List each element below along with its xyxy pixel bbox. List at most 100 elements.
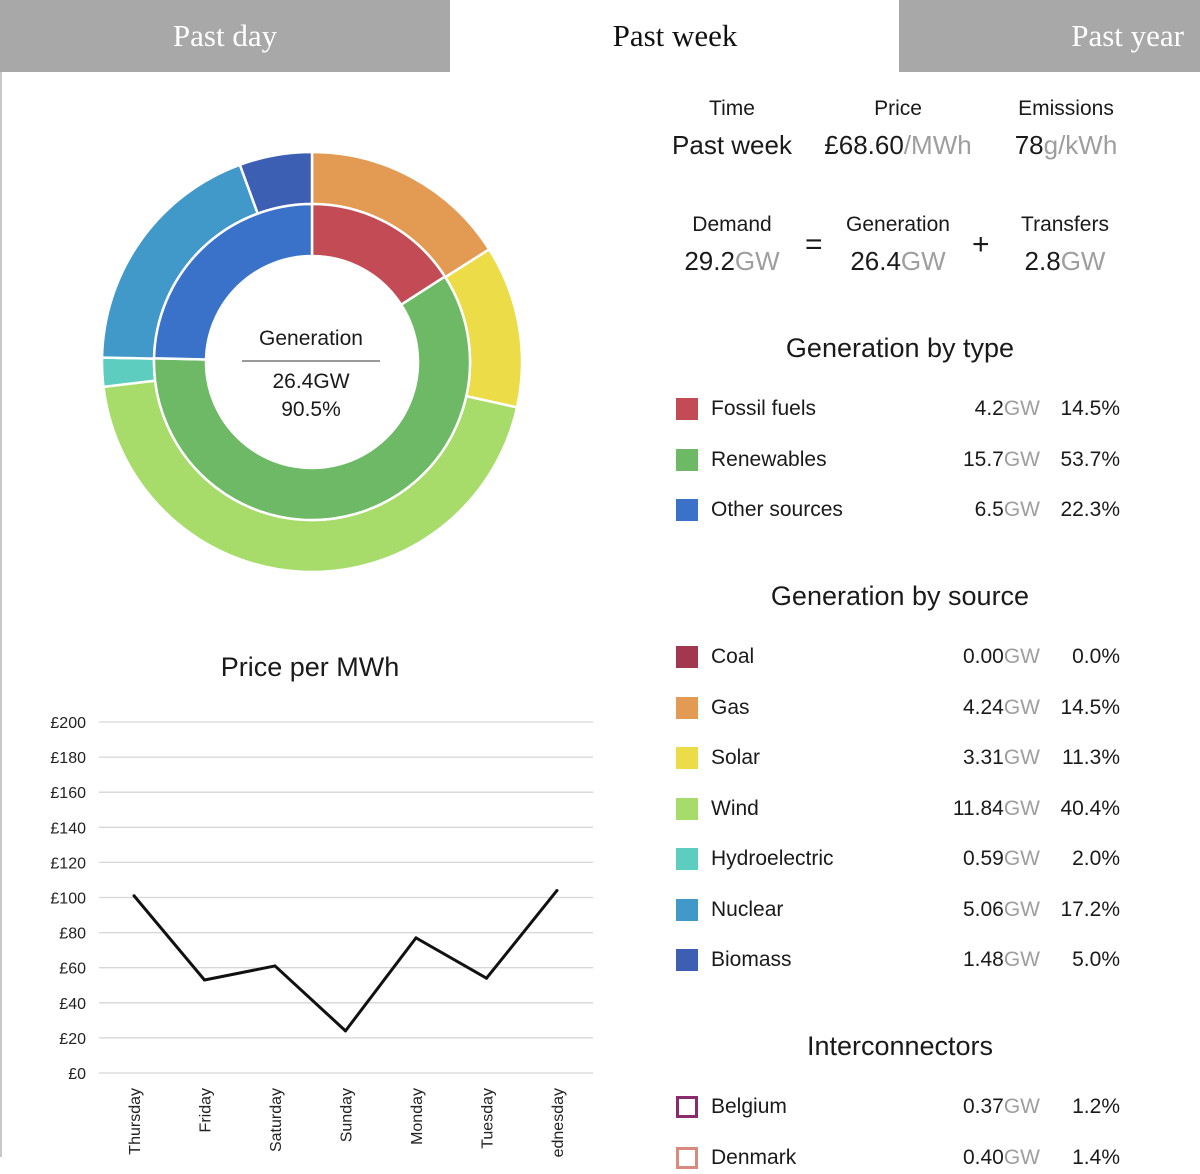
- legend-name: Renewables: [711, 447, 827, 471]
- y-tick-label: £200: [50, 715, 86, 732]
- y-tick-label: £60: [59, 961, 86, 978]
- x-tick-label: Tuesday: [480, 1088, 497, 1149]
- legend-percent: 0.0%: [1072, 645, 1120, 668]
- legend-percent: 1.2%: [1072, 1095, 1120, 1118]
- emissions-value: 78g/kWh: [1014, 130, 1118, 160]
- legend-name: Nuclear: [711, 897, 784, 921]
- price-value: £68.60/MWh: [824, 130, 972, 160]
- legend-swatch: [676, 1096, 698, 1118]
- panel-border: [0, 72, 2, 1157]
- tab-past-year[interactable]: Past year: [899, 0, 1200, 72]
- legend-swatch: [676, 696, 698, 719]
- y-tick-label: £140: [50, 820, 86, 837]
- generation-by-type-row-renewables: Renewables 15.7GW 53.7%: [676, 446, 1126, 476]
- legend-percent: 1.4%: [1072, 1145, 1120, 1169]
- legend-gw-value: 4.24GW: [962, 695, 1040, 719]
- y-tick-label: £180: [50, 750, 86, 767]
- y-tick-label: £100: [50, 891, 86, 908]
- legend-gw-value: 6.5GW: [974, 498, 1040, 521]
- y-tick-label: £0: [68, 1066, 86, 1083]
- legend-percent: 2.0%: [1072, 847, 1120, 870]
- price-point[interactable]: [555, 888, 559, 892]
- donut-slice-hydroelectric[interactable]: [100, 356, 157, 389]
- price-chart-title: Price per MWh: [220, 652, 400, 682]
- generation-by-source-row-coal: Coal 0.00GW 0.0%: [676, 643, 1126, 673]
- legend-percent: 17.2%: [1060, 897, 1120, 921]
- legend-swatch: [676, 398, 698, 420]
- generation-by-source-row-nuclear: Nuclear 5.06GW 17.2%: [676, 896, 1126, 926]
- generation-by-source-row-wind: Wind 11.84GW 40.4%: [676, 795, 1126, 825]
- price-point[interactable]: [132, 894, 136, 898]
- equals-sign: =: [805, 228, 823, 261]
- legend-name: Hydroelectric: [711, 847, 834, 870]
- legend-name: Solar: [711, 746, 761, 769]
- time-label: Time: [709, 97, 755, 120]
- y-tick-label: £120: [50, 855, 86, 872]
- legend-swatch: [676, 898, 698, 921]
- legend-name: Coal: [711, 645, 755, 668]
- donut-center-divider: [242, 360, 380, 362]
- price-label: Price: [874, 97, 922, 120]
- transfers-value: 2.8GW: [1024, 246, 1106, 276]
- legend-percent: 11.3%: [1062, 746, 1120, 769]
- legend-swatch: [676, 646, 698, 668]
- emissions-label: Emissions: [1018, 97, 1114, 120]
- transfers-label: Transfers: [1021, 213, 1109, 236]
- y-tick-label: £40: [59, 996, 86, 1013]
- x-tick-label: Saturday: [268, 1088, 285, 1152]
- donut-center-value: 26.4GW: [272, 370, 350, 393]
- legend-name: Biomass: [711, 948, 792, 971]
- interconnectors-row-belgium: Belgium 0.37GW 1.2%: [676, 1093, 1126, 1123]
- x-tick-label: Sunday: [339, 1088, 356, 1142]
- x-tick-label: Thursday: [127, 1088, 144, 1155]
- donut-slice-other-sources[interactable]: [152, 202, 314, 361]
- period-tabs: Past day Past week Past year: [0, 0, 1200, 72]
- price-point[interactable]: [344, 1029, 347, 1033]
- price-point[interactable]: [273, 964, 277, 968]
- generation-by-source-row-hydroelectric: Hydroelectric 0.59GW 2.0%: [676, 845, 1126, 875]
- legend-swatch: [676, 448, 698, 471]
- x-tick-label: Monday: [409, 1088, 426, 1145]
- generation-label: Generation: [846, 213, 950, 236]
- legend-name: Other sources: [711, 498, 843, 521]
- legend-gw-value: 0.37GW: [962, 1095, 1040, 1118]
- price-series-line: [132, 889, 559, 1033]
- donut-slice-renewables[interactable]: [152, 274, 472, 522]
- legend-swatch: [676, 949, 698, 971]
- legend-gw-value: 1.48GW: [962, 948, 1040, 971]
- demand-value: 29.2GW: [684, 246, 780, 276]
- legend-gw-value: 3.31GW: [962, 746, 1040, 769]
- price-point[interactable]: [414, 936, 418, 940]
- donut-center-title: Generation: [259, 327, 363, 350]
- legend-swatch: [676, 797, 698, 820]
- legend-name: Belgium: [711, 1095, 787, 1118]
- legend-gw-value: 0.59GW: [962, 847, 1040, 870]
- legend-name: Wind: [711, 796, 759, 820]
- generation-value: 26.4GW: [850, 246, 946, 276]
- generation-by-type-row-other-sources: Other sources 6.5GW 22.3%: [676, 496, 1126, 526]
- tab-past-day[interactable]: Past day: [0, 0, 450, 72]
- legend-percent: 53.7%: [1060, 447, 1120, 471]
- y-tick-label: £160: [50, 785, 86, 802]
- legend-percent: 14.5%: [1060, 695, 1120, 719]
- legend-gw-value: 5.06GW: [962, 897, 1040, 921]
- y-tick-label: £80: [59, 926, 86, 943]
- generation-by-source-row-biomass: Biomass 1.48GW 5.0%: [676, 946, 1126, 976]
- interconnectors-row-denmark: Denmark 0.40GW 1.4%: [676, 1144, 1126, 1174]
- price-point[interactable]: [485, 976, 488, 980]
- legend-percent: 5.0%: [1072, 948, 1120, 971]
- tab-past-week[interactable]: Past week: [450, 0, 900, 72]
- legend-gw-value: 0.00GW: [962, 645, 1040, 668]
- x-tick-label: Wednesday: [550, 1088, 567, 1157]
- legend-gw-value: 4.2GW: [974, 397, 1040, 420]
- generation-by-source-row-gas: Gas 4.24GW 14.5%: [676, 694, 1126, 724]
- legend-swatch: [676, 499, 698, 521]
- interconnectors-title: Interconnectors: [806, 1031, 994, 1061]
- legend-gw-value: 15.7GW: [962, 447, 1040, 471]
- price-point[interactable]: [203, 978, 206, 982]
- generation-by-source-row-solar: Solar 3.31GW 11.3%: [676, 744, 1126, 774]
- legend-gw-value: 0.40GW: [962, 1145, 1040, 1169]
- generation-by-source-title: Generation by source: [770, 581, 1030, 611]
- legend-percent: 14.5%: [1060, 397, 1120, 420]
- generation-by-type-row-fossil-fuels: Fossil fuels 4.2GW 14.5%: [676, 395, 1126, 425]
